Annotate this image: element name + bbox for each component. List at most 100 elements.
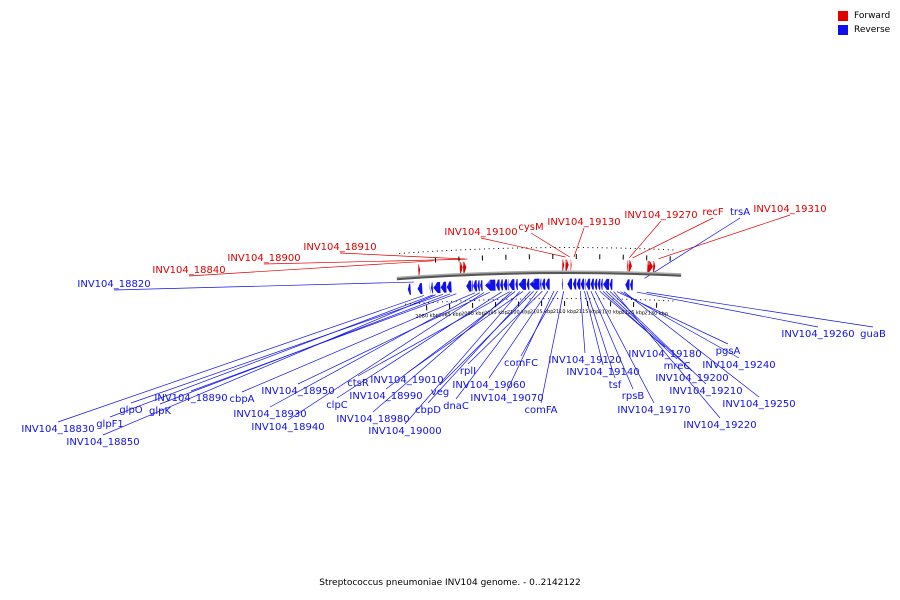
reverse-gene-highlight xyxy=(507,279,508,284)
tick-label: 2125 kbp xyxy=(621,310,645,317)
tick-label: 2130 kbp xyxy=(644,310,668,317)
reverse-gene-body xyxy=(500,279,504,291)
reverse-gene-highlight xyxy=(600,278,602,283)
forward-gene-body xyxy=(647,260,653,272)
reverse-leader-line xyxy=(602,291,678,360)
legend-forward-label: Forward xyxy=(854,11,891,21)
reverse-gene-body xyxy=(495,279,500,291)
reverse-leader-line xyxy=(404,291,520,425)
reverse-gene xyxy=(466,280,472,292)
reverse-gene-label: INV104_19250 xyxy=(722,399,795,410)
reverse-leader-line xyxy=(594,291,655,404)
reverse-gene-highlight xyxy=(440,281,443,286)
figure-caption: Streptococcus pneumoniae INV104 genome. … xyxy=(319,578,581,588)
reverse-gene xyxy=(572,278,577,290)
reverse-gene xyxy=(584,278,586,290)
forward-gene-highlight xyxy=(647,260,650,265)
forward-gene-highlight xyxy=(653,261,655,265)
reverse-gene-label: mreC xyxy=(664,361,691,372)
backbone-axis xyxy=(396,270,682,281)
reverse-gene xyxy=(417,283,423,295)
reverse-gene-body xyxy=(503,279,508,291)
reverse-leader-line xyxy=(590,290,634,390)
reverse-leader-line xyxy=(241,292,475,393)
reverse-leader-line xyxy=(113,281,414,291)
reverse-gene-highlight xyxy=(567,278,570,283)
reverse-gene xyxy=(484,279,496,291)
reverse-gene-body xyxy=(507,279,509,291)
forward-gene-label: INV104_18910 xyxy=(303,242,376,253)
reverse-gene-label: rpsB xyxy=(622,391,645,402)
reverse-gene-highlight xyxy=(609,278,611,283)
forward-gene-label: INV104_19100 xyxy=(444,227,517,238)
forward-gene-label: cysM xyxy=(518,222,543,233)
reverse-gene-body xyxy=(417,283,423,295)
forward-gene-body xyxy=(628,260,632,272)
reverse-gene xyxy=(479,280,483,292)
forward-gene xyxy=(627,260,629,272)
reverse-gene xyxy=(594,278,598,290)
reverse-gene-body xyxy=(545,278,550,290)
reverse-gene xyxy=(600,278,603,290)
reverse-leader-line xyxy=(605,291,693,372)
reverse-gene-highlight xyxy=(597,278,599,283)
forward-gene xyxy=(459,261,463,273)
reverse-gene-highlight xyxy=(526,278,528,283)
reverse-gene-body xyxy=(584,278,586,290)
reverse-gene-label: ctsR xyxy=(347,378,369,389)
reverse-gene-body xyxy=(576,278,581,290)
reverse-leader-line xyxy=(613,291,721,419)
reverse-gene xyxy=(526,278,530,290)
forward-gene-body xyxy=(652,261,656,273)
reverse-gene-body xyxy=(580,278,585,290)
reverse-gene-label: INV104_18940 xyxy=(251,422,324,433)
tick-label: 2105 kbp xyxy=(530,309,554,315)
reverse-gene xyxy=(446,281,452,293)
reverse-gene-label: INV104_19180 xyxy=(628,349,701,360)
reverse-gene xyxy=(529,278,540,290)
reverse-leader-line xyxy=(109,294,433,418)
reverse-gene-body xyxy=(471,280,473,292)
forward-swatch xyxy=(838,11,848,21)
reverse-gene-body xyxy=(508,279,515,291)
reverse-gene xyxy=(590,278,594,290)
reverse-gene-highlight xyxy=(541,278,544,283)
reverse-leader-line xyxy=(488,290,549,379)
reverse-gene xyxy=(630,279,633,291)
tick-marks: 2080 kbp 2085 kbp 2090 kbp 2095 kbp 2100 kbp… xyxy=(399,247,674,320)
reverse-gene-highlight xyxy=(407,283,409,288)
reverse-gene-label: INV104_18990 xyxy=(349,391,422,402)
reverse-gene-highlight xyxy=(477,280,479,285)
reverse-leader-line xyxy=(620,291,740,359)
tick-label: 2080 kbp xyxy=(415,313,439,320)
forward-gene xyxy=(562,259,565,271)
reverse-gene-body xyxy=(585,278,591,290)
forward-gene xyxy=(647,260,653,272)
tick-label: 2095 kbp xyxy=(484,310,508,317)
reverse-gene-label: cbpD xyxy=(415,405,441,416)
reverse-gene-highlight xyxy=(590,278,592,283)
reverse-leader-line xyxy=(623,291,760,398)
reverse-gene-body xyxy=(526,278,530,290)
reverse-gene-body xyxy=(429,282,431,294)
reverse-gene-label: glpF1 xyxy=(96,419,124,430)
reverse-gene-highlight xyxy=(446,281,449,286)
reverse-gene-label: INV104_18830 xyxy=(21,424,94,435)
reverse-leader-line xyxy=(102,294,436,436)
reverse-gene xyxy=(625,279,630,291)
reverse-gene-highlight xyxy=(430,282,432,287)
reverse-gene-label: veg xyxy=(431,387,449,398)
reverse-gene-body xyxy=(572,278,577,290)
reverse-gene xyxy=(430,282,434,294)
reverse-gene-highlight xyxy=(625,279,628,284)
reverse-leader-line xyxy=(287,292,485,421)
reverse-gene xyxy=(541,278,546,290)
reverse-gene-body xyxy=(430,282,434,294)
reverse-genes xyxy=(407,278,633,295)
reverse-gene-body xyxy=(529,278,540,290)
reverse-gene-body xyxy=(446,281,452,293)
reverse-gene-highlight xyxy=(585,278,588,283)
reverse-gene-highlight xyxy=(499,279,502,284)
